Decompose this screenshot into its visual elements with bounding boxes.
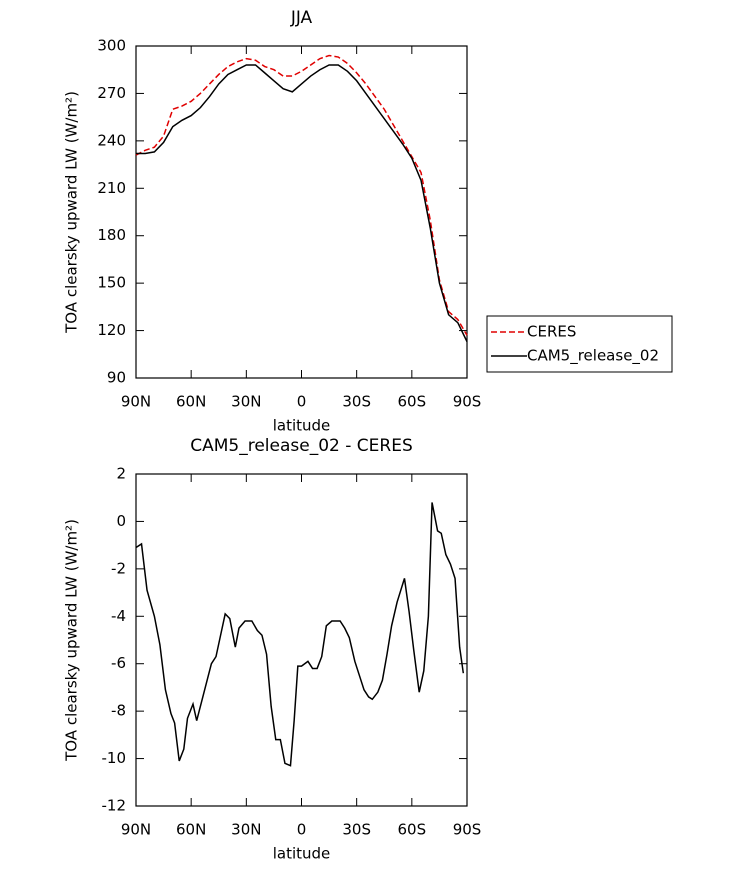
y-tick-label: 90 — [107, 369, 126, 387]
y-tick-label: 120 — [97, 321, 126, 339]
data-line — [136, 64, 468, 342]
x-tick-label: 60N — [176, 821, 206, 839]
x-tick-label: 60S — [398, 821, 427, 839]
x-axis-label: latitude — [273, 417, 331, 435]
plot-frame — [135, 45, 468, 379]
data-line — [135, 54, 468, 336]
y-axis-label: TOA clearsky upward LW (W/m²) — [63, 519, 81, 762]
y-axis-label: TOA clearsky upward LW (W/m²) — [63, 91, 81, 334]
y-tick-label: 300 — [97, 37, 126, 55]
x-tick-label: 90N — [121, 821, 151, 839]
y-tick-label: -2 — [111, 559, 126, 577]
legend-box — [486, 315, 673, 373]
y-tick-label: -10 — [102, 749, 127, 767]
y-tick-label: 180 — [97, 226, 126, 244]
x-axis-label: latitude — [273, 845, 331, 863]
x-tick-label: 0 — [297, 821, 307, 839]
y-tick-label: -8 — [111, 702, 126, 720]
x-tick-label: 0 — [297, 393, 307, 411]
x-tick-label: 30N — [231, 393, 261, 411]
y-tick-label: -6 — [111, 654, 126, 672]
x-tick-label: 90S — [453, 393, 482, 411]
chart-title: JJA — [290, 8, 313, 28]
x-tick-label: 30S — [342, 821, 371, 839]
data-line — [135, 502, 465, 767]
x-tick-label: 60S — [398, 393, 427, 411]
y-tick-label: 150 — [97, 274, 126, 292]
y-tick-label: 210 — [97, 179, 126, 197]
x-tick-label: 60N — [176, 393, 206, 411]
y-tick-label: 270 — [97, 84, 126, 102]
x-tick-label: 90S — [453, 821, 482, 839]
plot-frame — [135, 473, 468, 807]
y-tick-label: -12 — [102, 797, 127, 815]
y-tick-label: -4 — [111, 607, 126, 625]
x-tick-label: 30S — [342, 393, 371, 411]
chart-title: CAM5_release_02 - CERES — [190, 436, 413, 456]
x-tick-label: 30N — [231, 821, 261, 839]
legend-label: CERES — [527, 323, 576, 341]
y-tick-label: 240 — [97, 131, 126, 149]
x-tick-label: 90N — [121, 393, 151, 411]
y-tick-label: 0 — [116, 512, 126, 530]
y-tick-label: 2 — [116, 465, 126, 483]
legend-label: CAM5_release_02 — [527, 347, 659, 366]
